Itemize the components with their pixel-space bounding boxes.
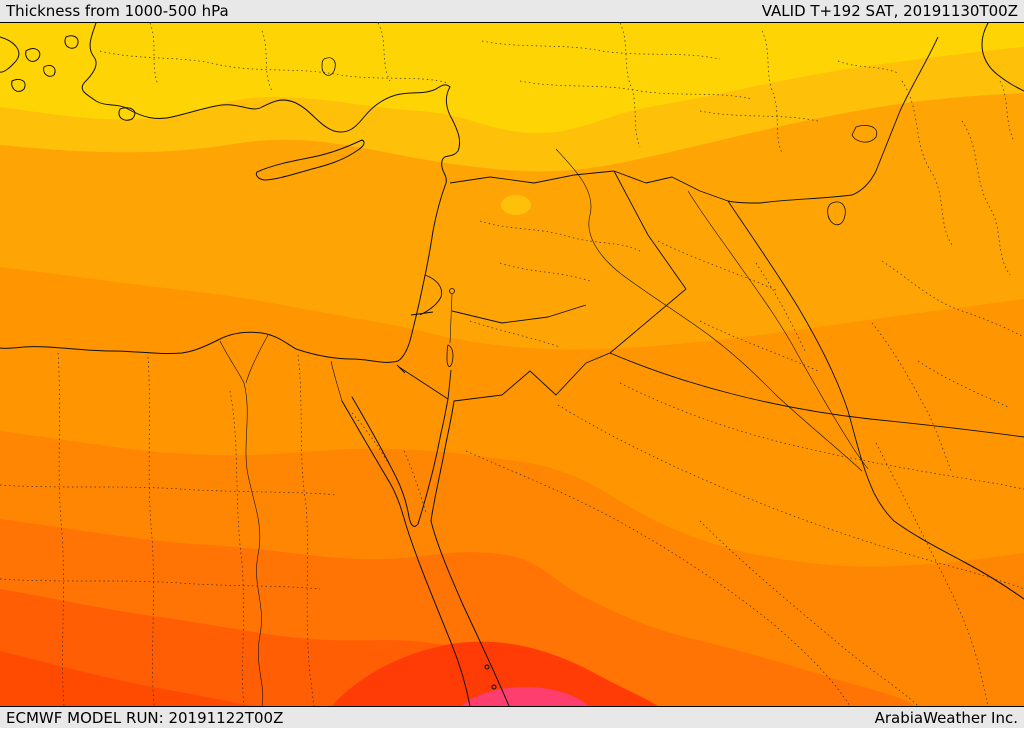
province-boundary-line	[619, 23, 641, 148]
border-turkey-iran	[727, 36, 939, 204]
border-egypt-israel	[398, 366, 449, 400]
footer-bar: ECMWF MODEL RUN: 20191122T00Z ArabiaWeat…	[0, 706, 1024, 728]
border-syria-iraq	[613, 170, 687, 290]
province-boundary-line	[149, 23, 159, 86]
province-boundary-line	[961, 120, 1011, 276]
border-gaza	[396, 364, 406, 374]
border-turkey-syria	[449, 170, 615, 184]
province-boundary-line	[557, 404, 1024, 590]
sinai-peninsula-coast	[351, 396, 449, 527]
aqaba-red-sea-east-coast	[430, 400, 510, 706]
river-jordan	[449, 293, 453, 344]
border-turkey-iraq	[613, 170, 729, 202]
cyprus-island	[255, 139, 365, 181]
valid-time-label: VALID T+192 SAT, 20191130T00Z	[761, 2, 1018, 20]
province-boundary-line	[403, 450, 427, 514]
province-boundary-line	[99, 50, 449, 84]
province-boundary-line	[657, 240, 779, 292]
thickness-band-pink	[461, 687, 589, 706]
province-boundary-line	[875, 442, 989, 706]
province-boundary-line	[147, 356, 155, 706]
aegean-island	[64, 35, 79, 49]
border-jordan-saudi	[453, 352, 611, 402]
thickness-patch-amber-syria	[501, 195, 531, 215]
nile-delta-branch	[219, 340, 245, 384]
river-euphrates	[555, 148, 863, 472]
province-boundary-line	[519, 80, 753, 100]
nile-delta-branch	[245, 334, 269, 384]
thickness-map	[0, 23, 1024, 706]
rivers	[219, 148, 869, 706]
province-boundary-line	[377, 23, 391, 82]
thickness-map-canvas	[0, 23, 1024, 706]
aegean-island	[25, 48, 41, 62]
aegean-island	[43, 64, 56, 77]
border-lebanon-syria	[419, 274, 443, 316]
province-boundary-line	[999, 80, 1015, 142]
rhodes-island	[118, 107, 136, 121]
border-iraq-iran	[727, 200, 895, 522]
lake-urmia	[827, 201, 846, 226]
aegean-island	[11, 78, 26, 92]
national-borders	[396, 36, 1024, 522]
border-israel-jordan	[447, 369, 452, 400]
province-boundary-line	[699, 320, 819, 372]
province-boundary-line	[229, 390, 245, 706]
suez-canal	[330, 360, 343, 402]
thickness-band-yellow	[0, 23, 1024, 134]
border-jordan-iraq	[609, 288, 687, 354]
lakes	[321, 57, 878, 226]
province-boundary-line	[499, 262, 591, 282]
province-boundaries	[0, 23, 1024, 706]
lake-van	[851, 125, 878, 143]
caspian-corner-coast	[981, 23, 1024, 92]
red-sea-island	[491, 684, 497, 690]
model-run-label: ECMWF MODEL RUN: 20191122T00Z	[6, 708, 284, 727]
province-boundary-line	[871, 322, 953, 474]
province-boundary-line	[881, 260, 1024, 338]
province-boundary-line	[57, 352, 65, 706]
province-boundary-line	[297, 354, 315, 706]
sea-of-galilee	[449, 288, 455, 294]
turkey-levant-egypt-coastline	[0, 23, 461, 363]
province-boundary-line	[917, 360, 1009, 408]
gulf-of-suez-red-sea-west-coast	[341, 400, 471, 706]
province-boundary-line	[619, 382, 1024, 490]
province-boundary-line	[469, 320, 561, 348]
coastlines	[0, 23, 1024, 706]
lake-tuz	[321, 57, 336, 76]
aegean-coast	[0, 36, 20, 73]
border-syria-jordan	[451, 304, 587, 324]
thickness-band-red-corner	[0, 651, 252, 706]
map-title: Thickness from 1000-500 hPa	[6, 2, 229, 20]
province-boundary-line	[261, 30, 273, 92]
red-sea-island	[484, 664, 490, 670]
river-nile	[243, 382, 264, 706]
river-tigris	[687, 190, 869, 470]
province-boundary-line	[901, 80, 953, 246]
credit-label: ArabiaWeather Inc.	[874, 708, 1018, 727]
persian-gulf-coast	[893, 520, 1024, 600]
province-boundary-line	[837, 60, 899, 74]
header-bar: Thickness from 1000-500 hPa VALID T+192 …	[0, 0, 1024, 23]
dead-sea	[446, 344, 454, 367]
border-iraq-saudi	[609, 352, 1024, 438]
